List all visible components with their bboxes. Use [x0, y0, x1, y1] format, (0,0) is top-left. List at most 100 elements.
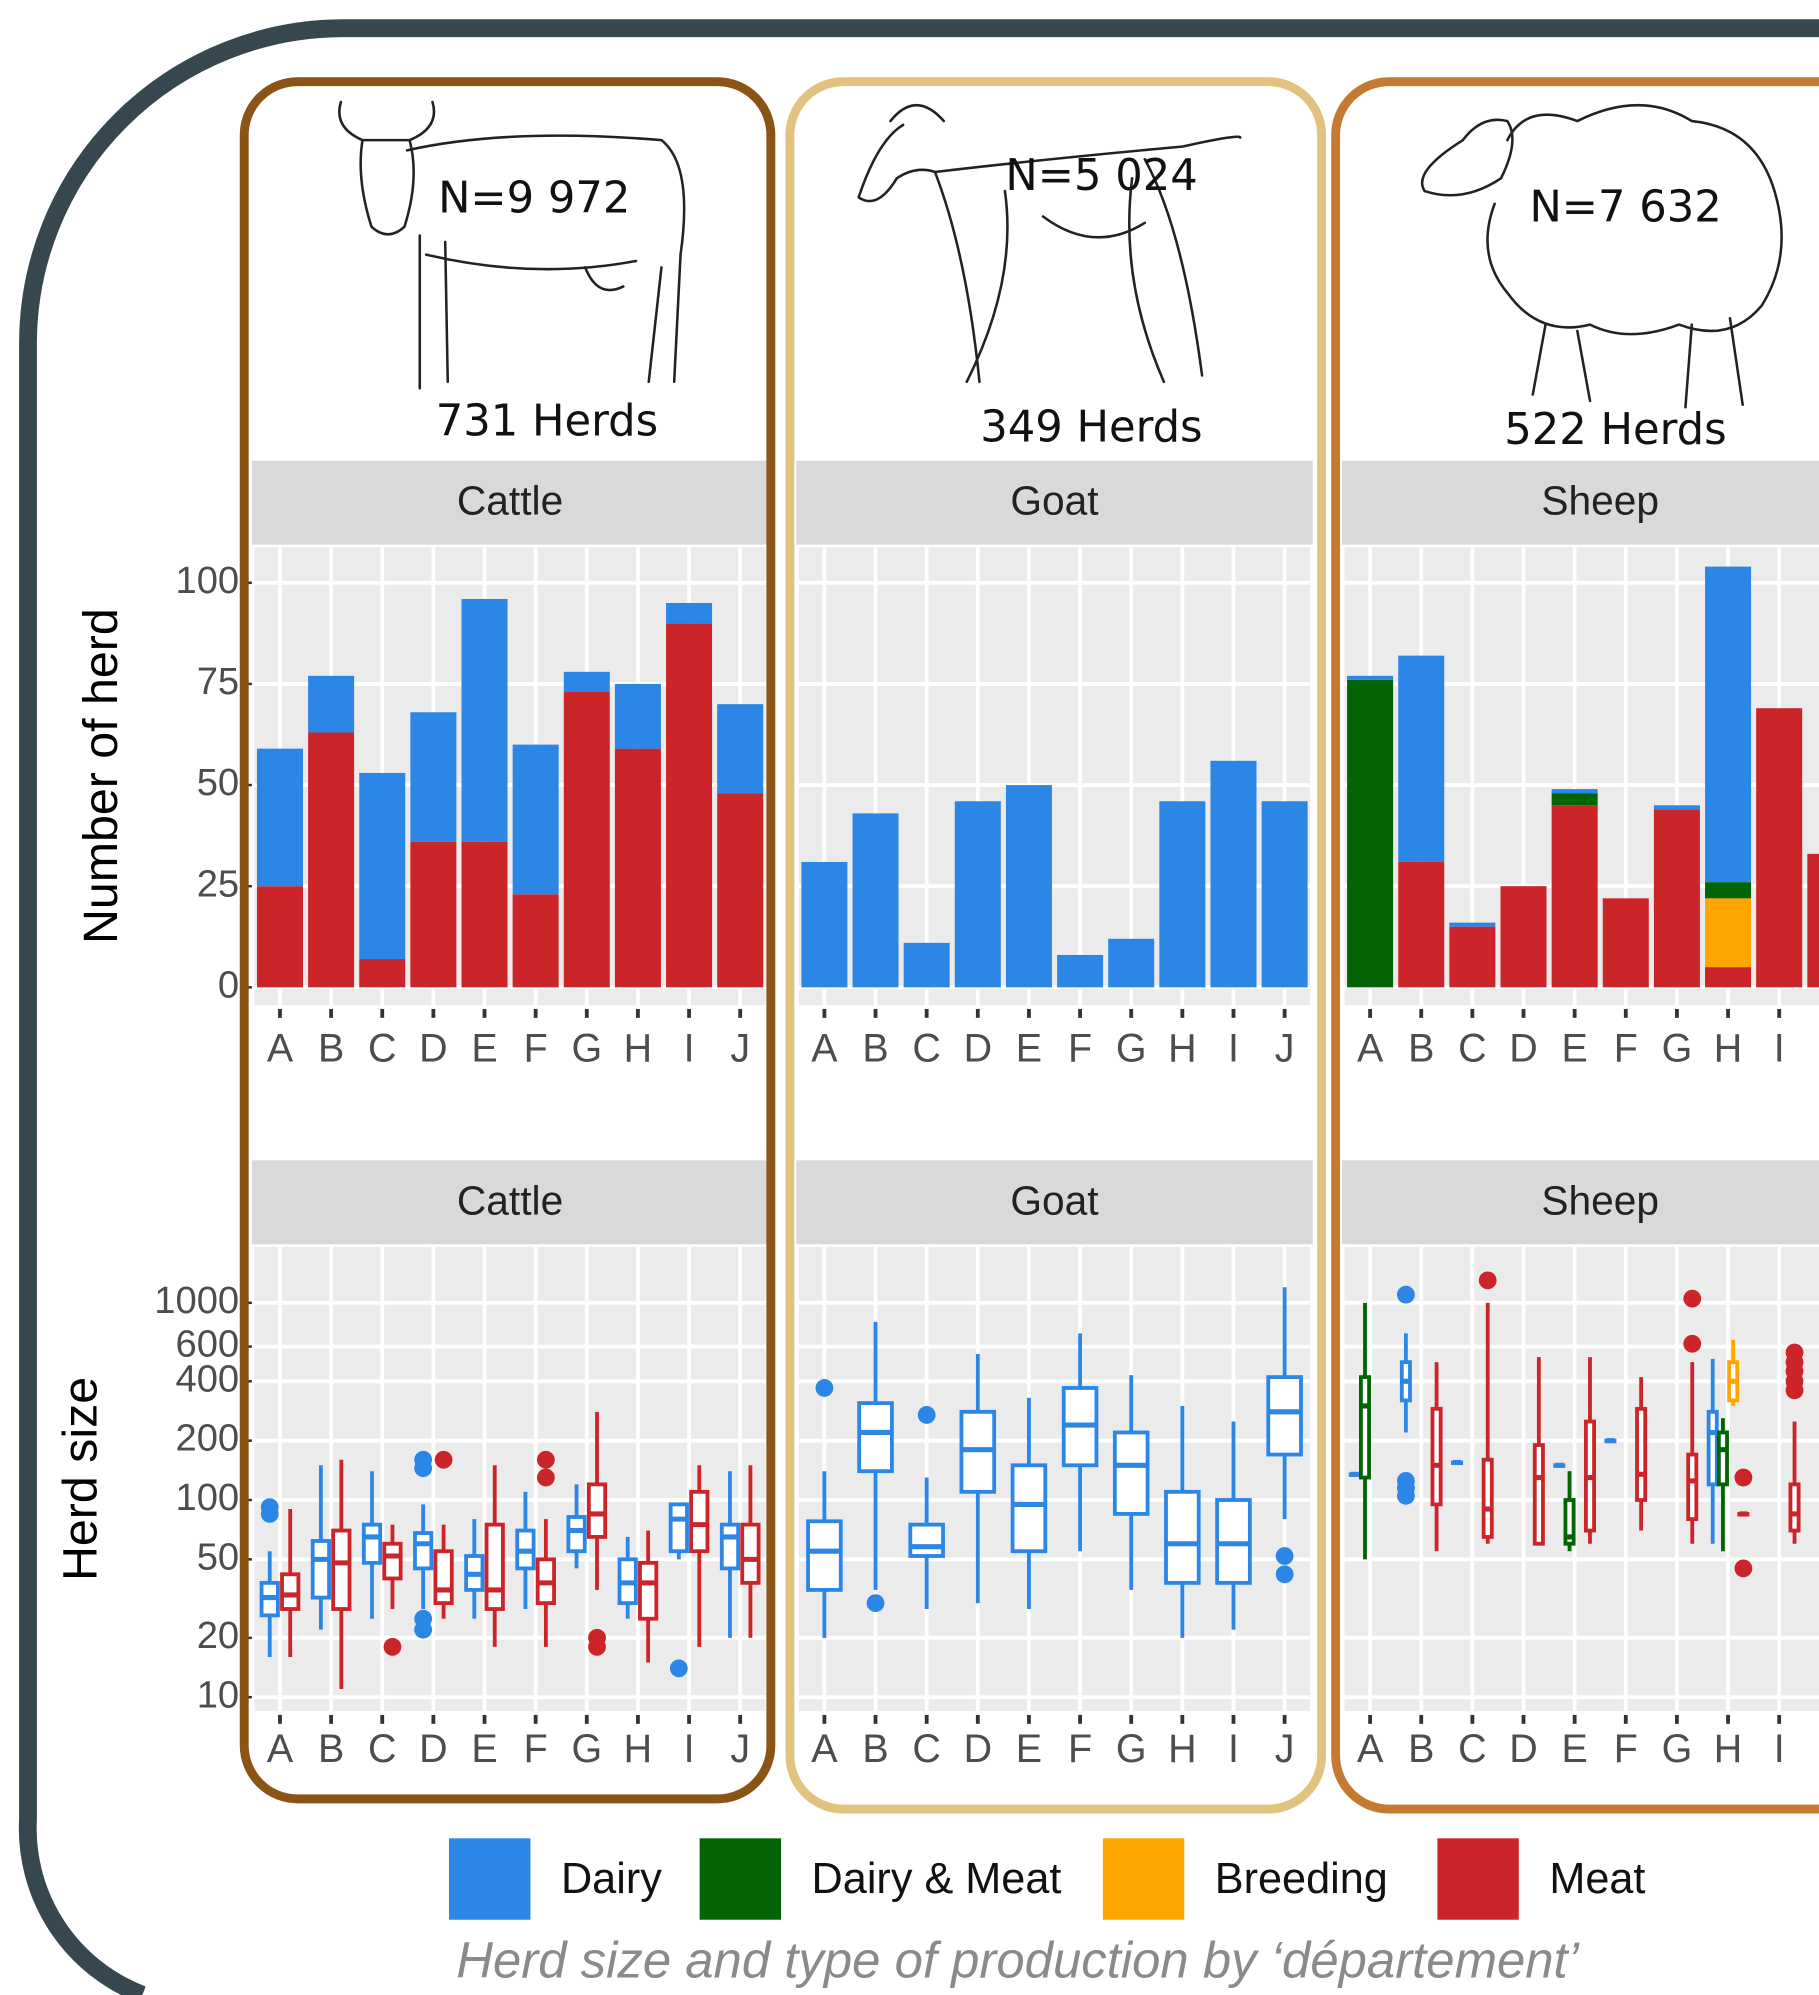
box	[1164, 1489, 1201, 1585]
outlier	[669, 1659, 688, 1678]
box	[1481, 1457, 1494, 1539]
bar	[308, 732, 355, 988]
x-tick-label: F	[1614, 1727, 1638, 1771]
x-tick-label: G	[1116, 1727, 1147, 1771]
panel: Goat A B C D E F G H I J	[796, 460, 1313, 1070]
x-tick-label: A	[811, 1727, 838, 1771]
panel: Goat A B C D E F G H I J	[796, 1160, 1313, 1771]
x-tick-label: A	[267, 1026, 294, 1070]
x-tick-label: A	[267, 1727, 294, 1771]
y-axis-title: Herd size	[54, 1377, 108, 1581]
strip	[251, 460, 769, 545]
panel: Cattle 0 25 50 75 100 A B C D E F G H I J Number of herd	[74, 460, 769, 1070]
herds-label: 522 Herds	[1504, 405, 1726, 455]
y-tick-label: 200	[175, 1417, 239, 1460]
marks	[256, 598, 764, 988]
bar	[1261, 801, 1308, 988]
outlier	[1683, 1334, 1702, 1353]
outlier	[1478, 1271, 1497, 1290]
x-tick-label: G	[1662, 1026, 1693, 1070]
outlier	[1785, 1343, 1804, 1362]
legend-label: Dairy & Meat	[812, 1855, 1062, 1903]
bar	[359, 772, 406, 960]
box	[1706, 1409, 1719, 1487]
bar	[1705, 898, 1752, 968]
marks	[1348, 1271, 1804, 1578]
x-tick-label: B	[1408, 1727, 1434, 1771]
panel-title: Cattle	[457, 478, 563, 524]
bar	[717, 704, 764, 794]
panel-border	[239, 77, 776, 1804]
strip	[1341, 460, 1819, 545]
bar	[512, 894, 559, 988]
bar	[308, 675, 355, 733]
count-label: N=7 632	[1529, 183, 1721, 233]
x-tick-label: D	[419, 1727, 447, 1771]
box	[1112, 1430, 1150, 1516]
x-tick-label: I	[1774, 1727, 1785, 1771]
bar	[1756, 708, 1803, 988]
x-tick-label: E	[471, 1026, 497, 1070]
x-tick-label: E	[1016, 1727, 1042, 1771]
bar	[1807, 853, 1819, 988]
bar	[1005, 785, 1052, 988]
x-tick-label: B	[862, 1026, 888, 1070]
box	[280, 1572, 301, 1611]
outlier	[536, 1450, 555, 1469]
x-tick-label: F	[1614, 1026, 1638, 1070]
box	[1010, 1463, 1048, 1554]
outlier	[1734, 1468, 1753, 1487]
y-tick-label: 100	[175, 559, 239, 602]
bar	[614, 683, 661, 749]
bar	[1057, 954, 1104, 988]
bar	[1653, 805, 1700, 810]
y-tick-label: 20	[197, 1614, 239, 1657]
x-tick-label: I	[684, 1026, 695, 1070]
x-tick-label: D	[1509, 1727, 1537, 1771]
x-tick-label: H	[1168, 1727, 1196, 1771]
legend-label: Breeding	[1215, 1855, 1388, 1903]
legend-swatch	[699, 1838, 782, 1920]
box	[566, 1515, 587, 1554]
outlier	[383, 1637, 402, 1656]
bar	[666, 623, 713, 988]
x-tick-label: C	[368, 1727, 396, 1771]
x-tick-label: F	[1068, 1727, 1092, 1771]
x-tick-label: C	[912, 1026, 940, 1070]
panel-title: Goat	[1010, 1177, 1098, 1223]
outlier	[1734, 1559, 1753, 1578]
bar	[563, 692, 610, 988]
x-tick-label: A	[1357, 1026, 1384, 1070]
bar	[1705, 566, 1752, 883]
outlier	[1275, 1547, 1294, 1565]
box	[1686, 1452, 1699, 1522]
x-tick-label: H	[1714, 1026, 1742, 1070]
bar	[852, 813, 899, 988]
x-tick-label: H	[624, 1727, 652, 1771]
outlier	[260, 1498, 279, 1517]
box	[1563, 1498, 1576, 1546]
bar	[1500, 886, 1547, 988]
y-axis-title: Number of herd	[74, 608, 128, 944]
bar	[1398, 655, 1445, 862]
outlier	[414, 1450, 433, 1469]
bar	[1705, 967, 1752, 988]
x-tick-label: I	[1228, 1727, 1239, 1771]
bar	[461, 841, 508, 988]
x-tick-label: C	[368, 1026, 396, 1070]
x-tick-label: D	[1509, 1026, 1537, 1070]
bar	[1551, 793, 1598, 806]
bar	[512, 744, 559, 895]
marks	[801, 760, 1308, 988]
x-tick-label: I	[684, 1727, 695, 1771]
outlier	[414, 1609, 433, 1628]
bar	[1347, 675, 1394, 680]
caption: Herd size and type of production by ‘dép…	[456, 1932, 1579, 1989]
outlier	[1683, 1289, 1702, 1308]
x-tick-label: F	[524, 1026, 548, 1070]
x-tick-label: G	[571, 1026, 602, 1070]
x-tick-label: E	[1561, 1026, 1587, 1070]
x-tick-label: H	[1168, 1026, 1196, 1070]
x-tick-label: C	[1458, 1727, 1486, 1771]
bar	[1347, 679, 1394, 988]
